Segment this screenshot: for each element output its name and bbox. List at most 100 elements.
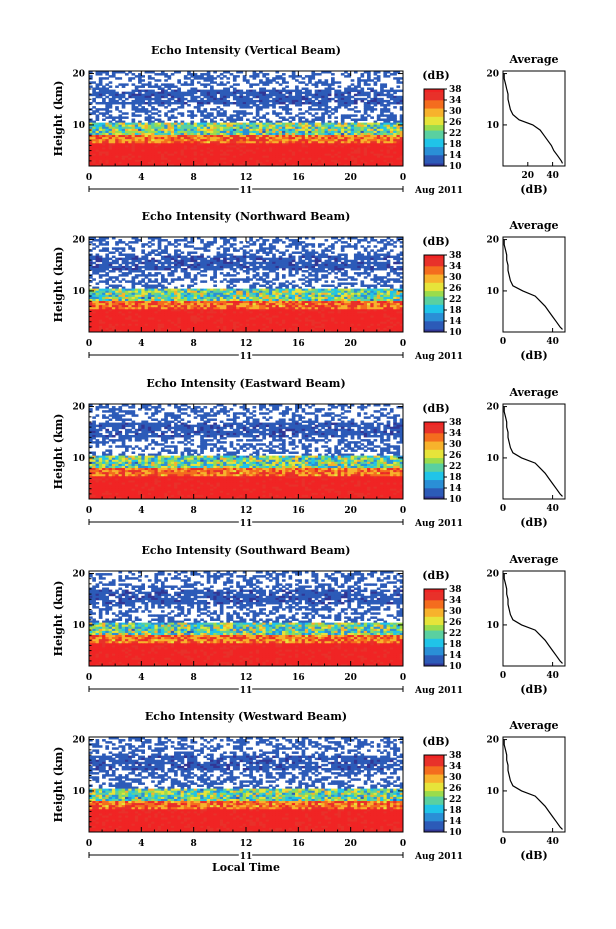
- heatmap-cell: [376, 257, 381, 261]
- heatmap-cell: [360, 75, 365, 78]
- heatmap-cell: [105, 143, 110, 146]
- heatmap-cell: [147, 137, 152, 140]
- heatmap-cell: [193, 130, 198, 134]
- heatmap-cell: [180, 135, 185, 138]
- heatmap-cell: [232, 151, 237, 155]
- heatmap-cell: [118, 97, 123, 101]
- heatmap-cell: [167, 241, 172, 244]
- heatmap-cell: [246, 99, 250, 103]
- heatmap-cell: [301, 145, 306, 148]
- heatmap-cell: [229, 135, 234, 138]
- heatmap-cell: [170, 101, 175, 105]
- heatmap-cell: [183, 153, 188, 157]
- heatmap-cell: [89, 122, 93, 126]
- heatmap-cell: [291, 128, 296, 132]
- heatmap-cell: [190, 237, 195, 240]
- heatmap-cell: [262, 135, 267, 138]
- heatmap-cell: [134, 259, 139, 263]
- heatmap-cell: [321, 243, 325, 246]
- heatmap-cell: [376, 143, 381, 146]
- heatmap-cell: [363, 149, 368, 152]
- heatmap-cell: [118, 247, 123, 250]
- heatmap-cell: [239, 124, 244, 128]
- heatmap-cell: [118, 101, 123, 105]
- heatmap-cell: [89, 141, 93, 144]
- heatmap-cell: [111, 71, 116, 74]
- heatmap-cell: [268, 89, 273, 93]
- heatmap-cell: [311, 132, 316, 136]
- heatmap-cell: [157, 157, 162, 161]
- heatmap-cell: [386, 280, 391, 283]
- heatmap-cell: [334, 99, 338, 103]
- heatmap-cell: [141, 245, 145, 248]
- heatmap-cell: [131, 153, 136, 157]
- heatmap-cell: [380, 257, 384, 261]
- heatmap-cell: [360, 157, 365, 161]
- heatmap-cell: [196, 155, 201, 159]
- heatmap-cell: [108, 104, 113, 107]
- heatmap-cell: [311, 270, 316, 273]
- heatmap-cell: [304, 265, 309, 269]
- heatmap-cell: [190, 161, 195, 165]
- heatmap-cell: [314, 97, 319, 101]
- heatmap-cell: [157, 135, 162, 138]
- heatmap-cell: [285, 265, 289, 269]
- heatmap-cell: [151, 122, 155, 126]
- heatmap-cell: [157, 122, 162, 126]
- heatmap-cell: [314, 251, 319, 254]
- heatmap-cell: [393, 155, 397, 159]
- heatmap-cell: [111, 128, 116, 132]
- heatmap-cell: [138, 104, 142, 107]
- heatmap-cell: [360, 124, 365, 128]
- heatmap-cell: [278, 132, 283, 136]
- heatmap-cell: [236, 124, 240, 128]
- heatmap-cell: [383, 161, 388, 165]
- heatmap-cell: [396, 122, 401, 126]
- heatmap-cell: [232, 274, 237, 277]
- heatmap-cell: [174, 124, 178, 128]
- heatmap-cell: [281, 151, 286, 155]
- heatmap-cell: [334, 153, 338, 157]
- heatmap-cell: [216, 106, 221, 109]
- heatmap-cell: [157, 145, 162, 148]
- heatmap-cell: [324, 239, 329, 242]
- heatmap-cell: [115, 120, 119, 124]
- heatmap-cell: [321, 255, 325, 259]
- heatmap-cell: [370, 143, 374, 146]
- heatmap-cell: [298, 132, 302, 136]
- heatmap-cell: [288, 89, 293, 93]
- date-label: Aug 2011: [414, 186, 463, 196]
- heatmap-cell: [281, 149, 286, 152]
- heatmap-cell: [363, 93, 368, 97]
- heatmap-cell: [187, 147, 191, 150]
- heatmap-cell: [399, 151, 404, 155]
- heatmap-cell: [111, 93, 116, 97]
- heatmap-cell: [239, 122, 244, 126]
- heatmap-cell: [138, 126, 142, 130]
- heatmap-cell: [275, 81, 280, 84]
- heatmap-cell: [301, 137, 306, 140]
- heatmap-cell: [281, 101, 286, 105]
- heatmap-cell: [357, 81, 361, 84]
- heatmap-cell: [340, 161, 345, 165]
- heatmap-cell: [340, 91, 345, 95]
- heatmap-cell: [108, 114, 113, 117]
- heatmap-cell: [223, 139, 227, 142]
- heatmap-cell: [213, 143, 217, 146]
- heatmap-cell: [124, 274, 129, 277]
- heatmap-cell: [147, 143, 152, 146]
- heatmap-cell: [232, 147, 237, 150]
- heatmap-cell: [229, 137, 234, 140]
- heatmap-cell: [278, 151, 283, 155]
- heatmap-cell: [304, 128, 309, 132]
- heatmap-cell: [89, 161, 93, 165]
- colorbar-segment: [424, 91, 444, 95]
- heatmap-cell: [281, 276, 286, 279]
- heatmap-cell: [272, 87, 276, 90]
- heatmap-cell: [128, 79, 132, 82]
- heatmap-cell: [151, 157, 155, 161]
- heatmap-cell: [324, 95, 329, 99]
- heatmap-cell: [190, 259, 195, 263]
- heatmap-cell: [239, 126, 244, 130]
- heatmap-cell: [259, 249, 263, 252]
